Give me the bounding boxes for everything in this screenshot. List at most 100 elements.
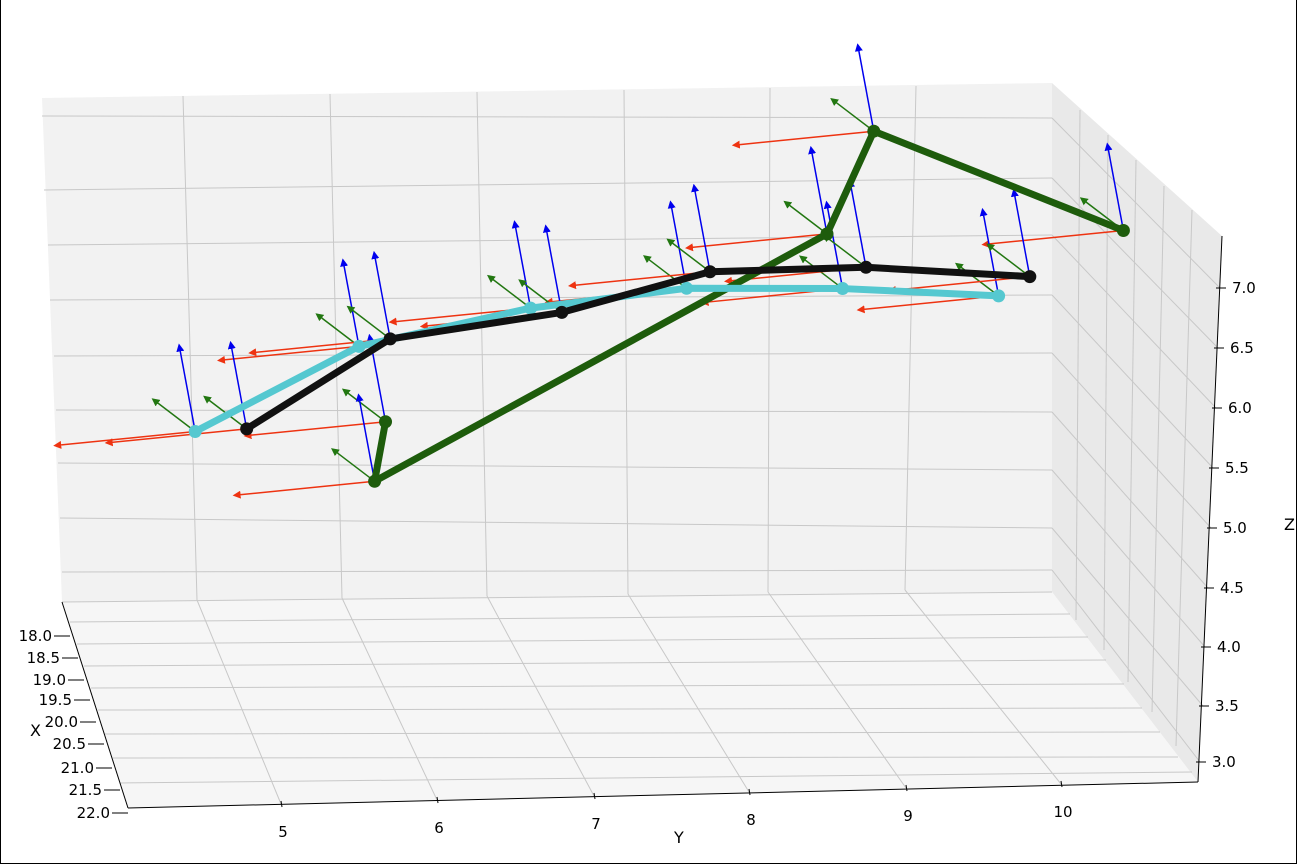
grid-line-z (47, 234, 1053, 246)
grid-line-z (59, 517, 1053, 529)
z-frame-arrow (176, 343, 196, 432)
series-point (680, 281, 694, 295)
y-tick-label: 7 (591, 815, 601, 833)
z-frame-arrow (823, 200, 844, 289)
z-axis-line (1197, 235, 1223, 783)
z-tick-label: 7.0 (1232, 279, 1256, 297)
series-point (992, 289, 1006, 303)
grid-line-x-right (1075, 109, 1081, 621)
grid-line-y-floor (196, 599, 282, 805)
x-frame-arrow (685, 233, 828, 252)
z-tick-label: 4.5 (1220, 579, 1244, 597)
grid-line-x-floor (112, 756, 1179, 759)
y-frame-arrow (151, 398, 196, 433)
grid-line-x-floor (83, 659, 1107, 667)
series-point (555, 305, 569, 319)
grid-line-x-floor (61, 591, 1053, 603)
x-tick-label: 22.0 (77, 804, 110, 822)
x-axis-line (61, 601, 129, 809)
grid-line-y-floor (904, 589, 1062, 785)
series-point (188, 425, 202, 438)
grid-line-y (182, 95, 198, 601)
x-frame-arrow (731, 130, 874, 149)
series-line (243, 263, 1034, 433)
y-frame-arrow (955, 262, 1000, 297)
series-point (703, 265, 717, 279)
z-tick-label: 5.5 (1225, 459, 1249, 477)
grid-line-z (49, 294, 1053, 301)
x-tick-label: 19.0 (33, 671, 66, 689)
z-tick-label: 3.5 (1215, 697, 1239, 715)
x-axis-label: X (30, 721, 41, 740)
y-tick-mark (905, 784, 908, 792)
x-frame-arrow (53, 430, 196, 449)
y-tick-mark (748, 788, 751, 796)
z-frame-arrow (847, 179, 867, 268)
y-frame-arrow (830, 97, 875, 132)
z-frame-arrow (371, 250, 391, 340)
y-frame-arrow (986, 243, 1031, 278)
y-frame-arrow (783, 200, 828, 235)
grid-line-z (57, 462, 1053, 471)
x-frame-arrow (104, 428, 247, 447)
grid-line-z (53, 352, 1053, 357)
y-tick-label: 9 (903, 807, 913, 825)
series-point (524, 301, 538, 315)
z-frame-arrow (1010, 188, 1031, 277)
grid-line-z (41, 115, 1053, 119)
axis-ticks: 18.0 18.5 19.0 19.5 20.0 20.5 21.0 21.5 22.0 5 6 7 8… (19, 279, 1256, 841)
x-tick-label: 21.0 (61, 759, 94, 777)
grid-line-x-floor (69, 613, 1071, 623)
x-tick-label: 21.5 (69, 781, 102, 799)
z-tick-label: 6.0 (1228, 399, 1252, 417)
z-frame-arrow (511, 220, 532, 309)
grid-line-x-right (1175, 209, 1193, 747)
series-point (859, 260, 873, 274)
grid-line-z-right (1051, 569, 1201, 763)
grid-line-y (329, 93, 343, 599)
grid-line-y-floor (341, 597, 438, 801)
z-frame-arrow (355, 393, 376, 482)
grid-line-x-floor (119, 771, 1193, 784)
grid-line-x-floor (76, 636, 1089, 645)
x-tick-label: 19.5 (39, 691, 72, 709)
x-frame-arrow (981, 229, 1124, 248)
series-point (240, 422, 254, 436)
grid-line-y (767, 87, 771, 593)
series-lines (188, 124, 1130, 488)
grid-line-y (904, 85, 917, 591)
y-tick-label: 6 (434, 819, 444, 837)
z-frame-arrow (808, 145, 828, 235)
x-frame-arrow (887, 275, 1030, 294)
z-frame-arrow (691, 183, 711, 272)
grid-line-x-floor (104, 731, 1161, 735)
grid-line-y-floor (486, 595, 595, 797)
series-point (1116, 224, 1130, 237)
y-frame-arrow (822, 234, 867, 268)
y-frame-arrow (666, 238, 711, 273)
z-frame-arrow (227, 340, 248, 429)
y-frame-arrow (487, 274, 532, 309)
y-frame-arrow (341, 388, 386, 423)
grid-line-x-right (1127, 159, 1137, 683)
series-point (368, 474, 382, 488)
y-tick-label: 8 (746, 811, 756, 829)
grid-line-y-floor (767, 591, 907, 789)
y-axis-label: Y (673, 828, 684, 847)
series-point (867, 124, 881, 138)
z-axis-label: Z (1284, 515, 1295, 534)
y-axis-line (127, 781, 1199, 809)
x-frame-arrow (232, 480, 375, 499)
x-frame-arrow (568, 271, 711, 290)
grid-line-y-floor (627, 593, 750, 793)
y-frame-arrow (315, 313, 360, 347)
z-frame-arrow (979, 207, 1000, 297)
grid-line-x-floor (90, 683, 1125, 689)
series-point (379, 415, 393, 429)
series-point (383, 332, 397, 346)
x-frame-arrow (243, 420, 386, 440)
z-frame-arrow (542, 224, 563, 313)
y-tick-mark (436, 796, 439, 804)
grid-line-z (43, 177, 1053, 191)
